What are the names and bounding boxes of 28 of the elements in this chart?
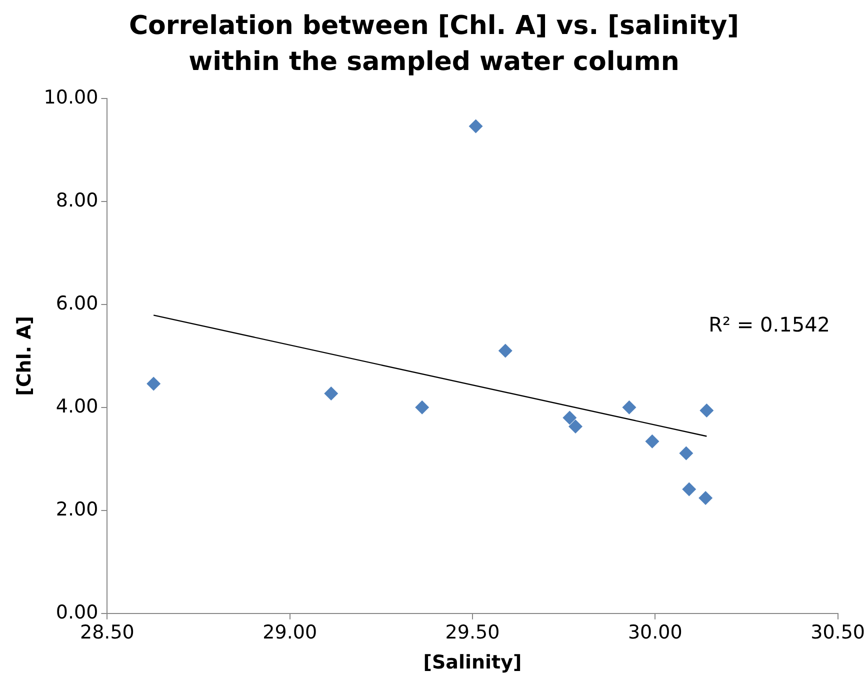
x-tick-label: 29.50 xyxy=(445,622,500,644)
point xyxy=(645,434,660,448)
point xyxy=(146,376,161,391)
x-tick-label: 28.50 xyxy=(80,622,134,644)
annotation: R² = 0.1542 xyxy=(708,312,830,336)
point xyxy=(468,119,483,134)
y-tick-label: 6.00 xyxy=(56,292,98,314)
y-tick-label: 8.00 xyxy=(56,189,98,212)
x-tick-label: 29.00 xyxy=(262,622,318,644)
point xyxy=(700,403,714,418)
x-tick-label: 30.00 xyxy=(628,622,682,644)
point xyxy=(568,419,583,434)
y-axis-title: [Chl. A] xyxy=(13,316,36,396)
point xyxy=(682,482,696,496)
point xyxy=(324,386,338,400)
point xyxy=(698,491,713,506)
point xyxy=(562,410,577,425)
y-tick-label: 0.00 xyxy=(56,601,98,624)
y-tick-label: 10.00 xyxy=(44,86,98,108)
point xyxy=(679,446,694,460)
x-tick-label: 30.50 xyxy=(810,622,866,644)
x-axis-title: [Salinity] xyxy=(423,652,522,674)
y-tick-label: 4.00 xyxy=(56,395,98,418)
point xyxy=(498,344,512,358)
y-tick-label: 2.00 xyxy=(56,498,98,520)
chart-title: Correlation between [Chl. A] vs. [salinity] within the sampled water column xyxy=(128,10,740,79)
point xyxy=(415,400,430,414)
point xyxy=(622,400,636,414)
